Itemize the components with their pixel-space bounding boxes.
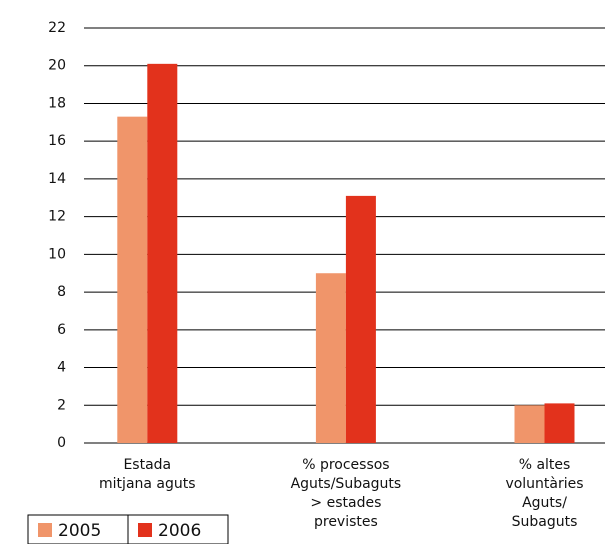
y-tick-label: 2 (57, 397, 66, 413)
y-tick-label: 20 (48, 58, 66, 74)
legend: 2005 2006 (27, 514, 229, 544)
y-tick-label: 8 (57, 284, 66, 300)
y-tick-label: 4 (57, 360, 66, 376)
bar (315, 273, 346, 443)
bar (345, 195, 376, 443)
x-tick-label: mitjana aguts (99, 476, 196, 492)
y-tick-label: 18 (48, 95, 66, 111)
bar (514, 405, 545, 443)
y-tick-label: 16 (48, 133, 66, 149)
y-tick-label: 14 (48, 171, 66, 187)
x-tick-label: Aguts/Subaguts (291, 476, 402, 492)
y-tick-label: 0 (57, 435, 66, 451)
x-tick-label: voluntàries (505, 476, 583, 492)
x-tick-label: > estades (310, 495, 381, 511)
y-tick-label: 10 (48, 246, 66, 262)
legend-swatch (138, 523, 152, 537)
x-tick-label: Estada (123, 457, 171, 473)
y-tick-label: 22 (48, 20, 66, 36)
x-tick-label: % processos (302, 457, 389, 473)
bar (147, 63, 178, 443)
x-tick-label: Subaguts (512, 514, 578, 530)
legend-label: 2006 (158, 521, 201, 541)
y-tick-label: 6 (57, 322, 66, 338)
bar (544, 403, 575, 443)
legend-swatch (38, 523, 52, 537)
x-tick-label: Aguts/ (522, 495, 567, 511)
bar (117, 116, 148, 443)
y-tick-label: 12 (48, 209, 66, 225)
legend-label: 2005 (58, 521, 101, 541)
x-tick-label: previstes (314, 514, 378, 530)
x-tick-label: % altes (519, 457, 571, 473)
